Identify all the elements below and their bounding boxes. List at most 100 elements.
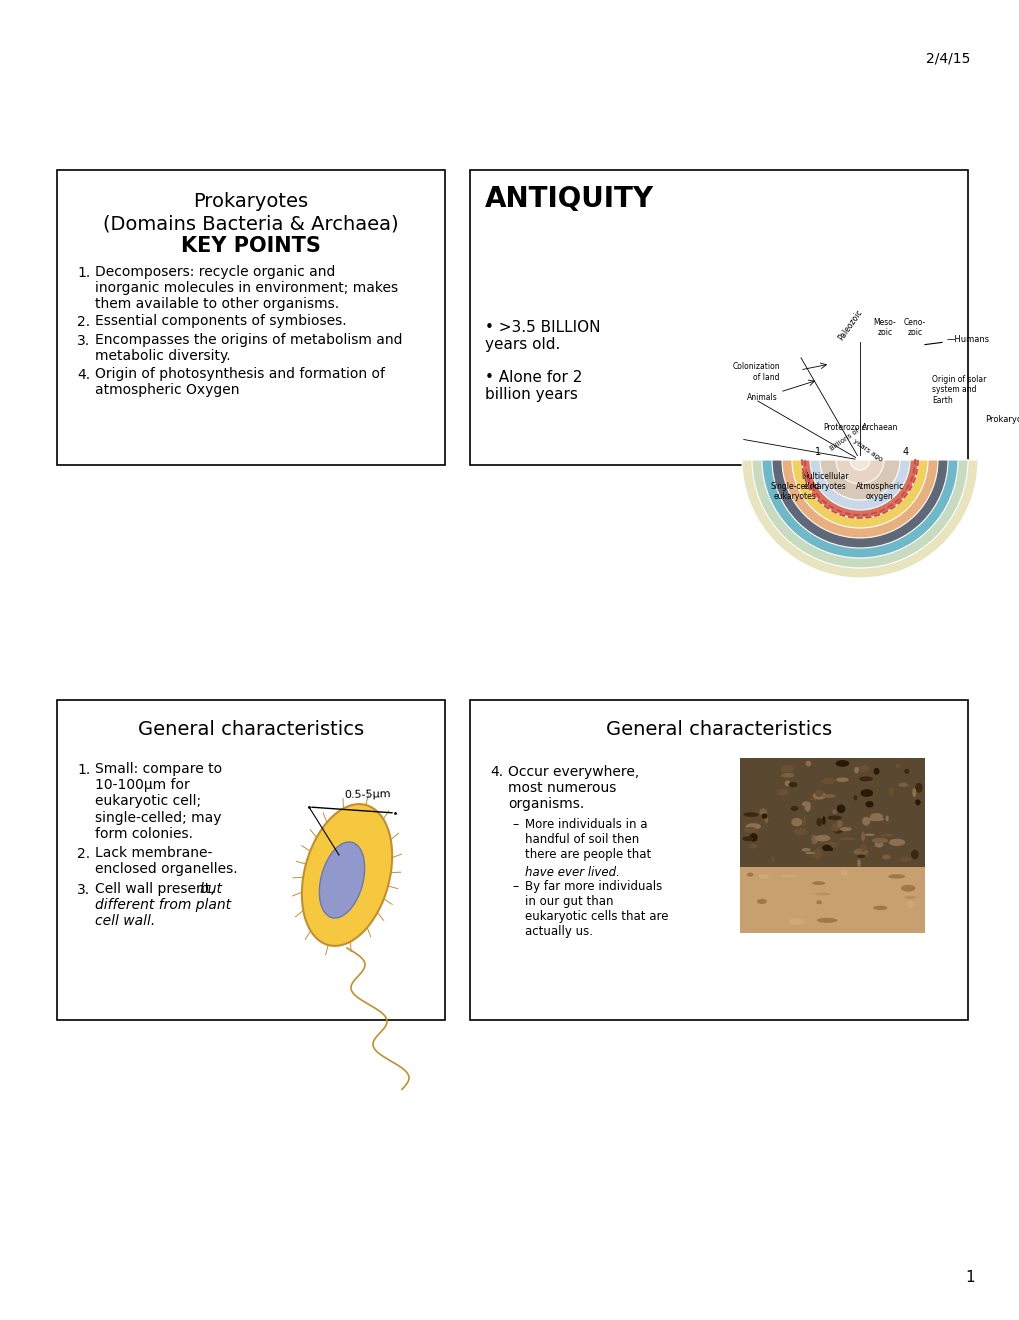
Text: years ago: years ago <box>852 438 882 462</box>
Ellipse shape <box>904 896 915 899</box>
Ellipse shape <box>805 851 814 854</box>
Ellipse shape <box>864 801 873 808</box>
Bar <box>57 700 444 1020</box>
Ellipse shape <box>776 788 788 796</box>
Ellipse shape <box>873 842 882 847</box>
Wedge shape <box>771 459 947 548</box>
Ellipse shape <box>743 826 756 833</box>
Ellipse shape <box>802 816 805 826</box>
Ellipse shape <box>801 801 810 807</box>
Text: 4.: 4. <box>76 368 90 381</box>
Ellipse shape <box>869 813 882 820</box>
Ellipse shape <box>770 857 773 863</box>
Text: Single-celled
eukaryotes: Single-celled eukaryotes <box>769 482 818 502</box>
Text: 3.: 3. <box>76 334 90 348</box>
Ellipse shape <box>914 783 921 793</box>
Text: Animals: Animals <box>747 393 777 403</box>
Ellipse shape <box>749 843 756 849</box>
Ellipse shape <box>814 834 829 841</box>
Ellipse shape <box>880 834 893 837</box>
Text: have ever lived.: have ever lived. <box>525 866 620 879</box>
Ellipse shape <box>812 849 821 859</box>
Ellipse shape <box>839 828 851 832</box>
Ellipse shape <box>791 818 801 826</box>
Ellipse shape <box>881 854 890 859</box>
Text: different from plant: different from plant <box>95 898 231 912</box>
Text: By far more individuals
in our gut than
eukaryotic cells that are
actually us.: By far more individuals in our gut than … <box>525 880 667 939</box>
Text: Multicellular
eukaryotes: Multicellular eukaryotes <box>801 473 848 491</box>
Wedge shape <box>849 459 869 470</box>
Ellipse shape <box>856 854 865 858</box>
Bar <box>739 758 924 933</box>
Ellipse shape <box>859 853 868 857</box>
Ellipse shape <box>758 808 766 816</box>
Ellipse shape <box>871 838 888 843</box>
Text: Atmospheric
oxygen: Atmospheric oxygen <box>855 482 903 502</box>
Ellipse shape <box>814 789 822 797</box>
Text: –: – <box>512 880 518 894</box>
Text: Occur everywhere,
most numerous
organisms.: Occur everywhere, most numerous organism… <box>507 766 639 812</box>
Ellipse shape <box>805 760 810 767</box>
Ellipse shape <box>904 768 908 774</box>
Ellipse shape <box>840 870 847 876</box>
Text: –: – <box>512 818 518 832</box>
Ellipse shape <box>853 767 858 774</box>
Ellipse shape <box>853 795 856 800</box>
Ellipse shape <box>784 780 790 787</box>
Ellipse shape <box>781 875 798 878</box>
Ellipse shape <box>837 820 842 828</box>
Text: Prokaryotes: Prokaryotes <box>194 191 309 211</box>
Ellipse shape <box>884 816 888 821</box>
Text: 2.: 2. <box>76 315 90 330</box>
Bar <box>470 170 967 465</box>
Ellipse shape <box>749 833 757 842</box>
Text: 0.5-5μm: 0.5-5μm <box>343 789 390 800</box>
Ellipse shape <box>781 774 794 777</box>
Ellipse shape <box>812 792 825 800</box>
Text: 4: 4 <box>902 447 908 457</box>
Text: Archaean: Archaean <box>861 424 898 433</box>
Ellipse shape <box>815 900 821 904</box>
Ellipse shape <box>763 817 767 824</box>
Wedge shape <box>791 459 927 528</box>
Ellipse shape <box>808 797 817 800</box>
Ellipse shape <box>898 783 907 787</box>
Text: Colonization
of land: Colonization of land <box>732 362 780 381</box>
Wedge shape <box>819 459 899 500</box>
Text: KEY POINTS: KEY POINTS <box>181 236 321 256</box>
Wedge shape <box>809 459 909 510</box>
Ellipse shape <box>746 873 753 876</box>
Ellipse shape <box>801 847 810 851</box>
Ellipse shape <box>804 801 810 812</box>
Ellipse shape <box>835 760 849 767</box>
Text: General characteristics: General characteristics <box>605 719 832 739</box>
Wedge shape <box>751 459 967 568</box>
Text: Billions of: Billions of <box>828 428 860 453</box>
Text: Essential components of symbioses.: Essential components of symbioses. <box>95 314 346 329</box>
Text: 2/4/15: 2/4/15 <box>924 51 969 66</box>
Ellipse shape <box>889 787 893 796</box>
Text: General characteristics: General characteristics <box>138 719 364 739</box>
Ellipse shape <box>815 818 821 826</box>
Text: but: but <box>200 882 223 896</box>
Wedge shape <box>761 459 957 558</box>
Ellipse shape <box>836 804 845 813</box>
Ellipse shape <box>910 850 918 859</box>
Ellipse shape <box>914 800 920 805</box>
Text: 1.: 1. <box>76 267 90 280</box>
Ellipse shape <box>895 764 900 768</box>
Bar <box>470 700 967 1020</box>
Ellipse shape <box>780 764 794 772</box>
Ellipse shape <box>839 837 855 841</box>
Ellipse shape <box>833 825 842 833</box>
Text: ANTIQUITY: ANTIQUITY <box>484 185 653 213</box>
Ellipse shape <box>761 813 766 818</box>
Text: cell wall.: cell wall. <box>95 913 155 928</box>
Text: 4.: 4. <box>489 766 502 779</box>
Text: Decomposers: recycle organic and
inorganic molecules in environment; makes
them : Decomposers: recycle organic and inorgan… <box>95 265 397 312</box>
Text: Cell wall present,: Cell wall present, <box>95 882 219 896</box>
Text: 3.: 3. <box>76 883 90 898</box>
Ellipse shape <box>888 874 904 879</box>
Ellipse shape <box>860 789 872 797</box>
Ellipse shape <box>866 817 883 821</box>
